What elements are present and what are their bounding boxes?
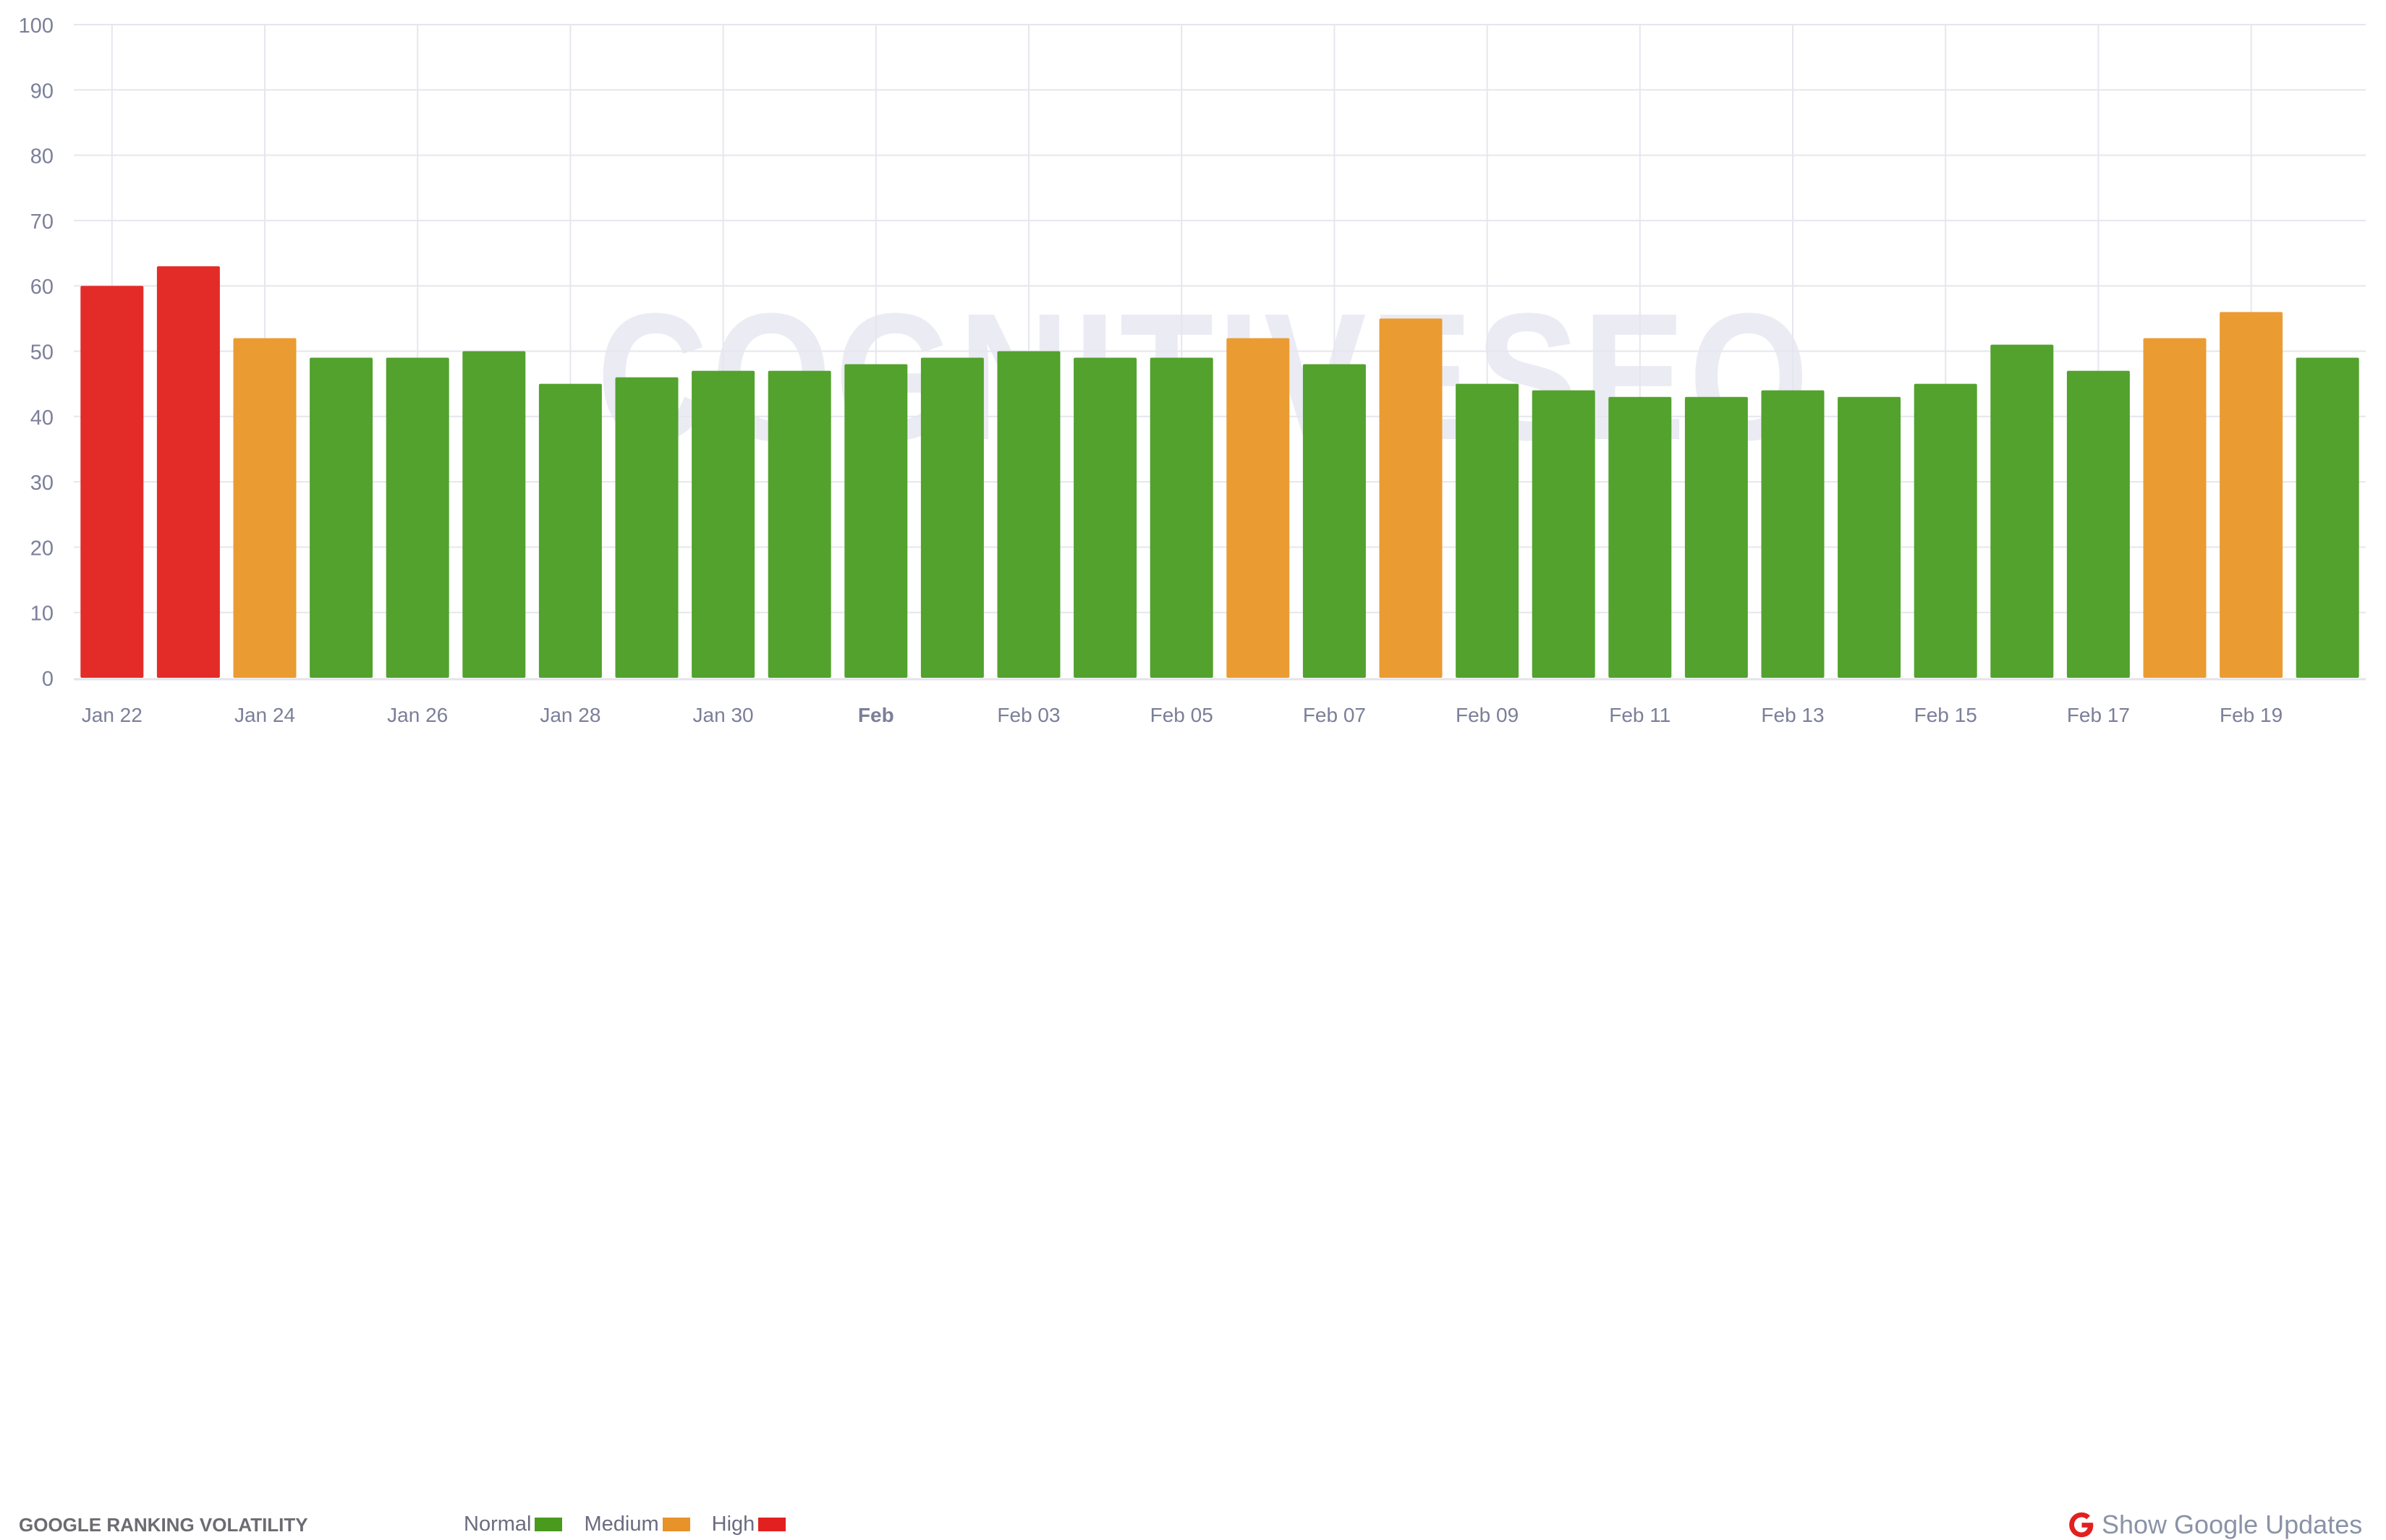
bar-normal[interactable] (1074, 357, 1137, 678)
legend: Normal Medium High (464, 1512, 807, 1536)
chart-title: GOOGLE RANKING VOLATILITY (19, 1514, 308, 1536)
legend-item-medium[interactable]: Medium (584, 1512, 690, 1536)
y-tick-label: 80 (30, 145, 54, 169)
bar-normal[interactable] (1302, 364, 1366, 678)
legend-label-normal: Normal (464, 1512, 532, 1536)
bar-normal[interactable] (1532, 390, 1595, 678)
legend-item-normal[interactable]: Normal (464, 1512, 563, 1536)
x-tick-label: Jan 26 (387, 704, 448, 726)
y-tick-label: 30 (30, 472, 54, 495)
legend-item-high[interactable]: High (712, 1513, 786, 1536)
bar-normal[interactable] (2296, 357, 2359, 678)
bar-normal[interactable] (920, 357, 984, 678)
x-tick-label: Feb 13 (1761, 704, 1824, 726)
legend-swatch-high (758, 1517, 786, 1531)
bar-normal[interactable] (1838, 396, 1901, 678)
y-tick-label: 10 (30, 603, 54, 626)
bar-normal[interactable] (997, 351, 1061, 678)
x-tick-label: Feb 09 (1456, 704, 1519, 726)
y-tick-label: 50 (30, 341, 54, 365)
show-google-updates-button[interactable]: Show Google Updates (2068, 1510, 2362, 1540)
y-tick-label: 0 (42, 668, 54, 691)
y-tick-label: 20 (30, 537, 54, 560)
y-tick-label: 100 (19, 14, 54, 38)
bar-medium[interactable] (233, 338, 297, 678)
bar-medium[interactable] (1226, 338, 1290, 678)
bar-high[interactable] (156, 266, 220, 678)
bar-normal[interactable] (844, 364, 908, 678)
x-tick-label: Feb 15 (1914, 704, 1977, 726)
bar-normal[interactable] (1914, 383, 1977, 678)
bar-medium[interactable] (2220, 312, 2283, 678)
bar-normal[interactable] (1990, 344, 2054, 678)
x-tick-label: Feb 17 (2067, 704, 2130, 726)
legend-swatch-normal (535, 1517, 563, 1531)
bar-normal[interactable] (1456, 383, 1519, 678)
y-tick-label: 40 (30, 407, 54, 430)
x-tick-label: Jan 22 (82, 704, 143, 726)
y-tick-label: 60 (30, 276, 54, 299)
bar-normal[interactable] (692, 370, 755, 678)
x-tick-label: Jan 30 (693, 704, 754, 726)
bar-normal[interactable] (386, 357, 449, 678)
show-google-updates-label: Show Google Updates (2102, 1510, 2363, 1539)
bar-normal[interactable] (2066, 370, 2130, 678)
y-tick-label: 70 (30, 210, 54, 234)
x-tick-label: Jan 24 (234, 704, 295, 726)
google-g-icon (2069, 1512, 2094, 1538)
legend-label-medium: Medium (584, 1512, 659, 1536)
x-tick-label: Feb 07 (1303, 704, 1366, 726)
bar-normal[interactable] (538, 383, 602, 678)
y-axis: 0 10 20 30 40 50 60 70 80 90 100 (19, 14, 54, 691)
legend-swatch-medium (662, 1517, 690, 1531)
bar-high[interactable] (80, 286, 144, 678)
bar-normal[interactable] (1761, 390, 1825, 678)
chart-bars (80, 266, 2359, 678)
bar-normal[interactable] (615, 377, 679, 678)
x-tick-label: Feb 19 (2220, 704, 2283, 726)
x-tick-label: Feb (858, 704, 894, 726)
y-tick-label: 90 (30, 80, 54, 103)
legend-label-high: High (711, 1512, 755, 1536)
chart-footer: GOOGLE RANKING VOLATILITY Normal Medium … (0, 752, 2386, 1539)
bar-normal[interactable] (1608, 396, 1672, 678)
bar-normal[interactable] (768, 370, 831, 678)
bar-normal[interactable] (310, 357, 373, 678)
x-tick-label: Feb 03 (997, 704, 1060, 726)
bar-normal[interactable] (1684, 396, 1748, 678)
bar-medium[interactable] (1379, 318, 1443, 678)
bar-normal[interactable] (1150, 357, 1213, 678)
x-tick-label: Jan 28 (540, 704, 600, 726)
x-tick-label: Feb 11 (1609, 704, 1670, 726)
x-axis: Jan 22 Jan 24 Jan 26 Jan 28 Jan 30 Feb Feb 03 F… (74, 678, 2366, 726)
x-tick-label: Feb 05 (1150, 704, 1213, 726)
bar-medium[interactable] (2143, 338, 2207, 678)
bar-normal[interactable] (462, 351, 526, 678)
